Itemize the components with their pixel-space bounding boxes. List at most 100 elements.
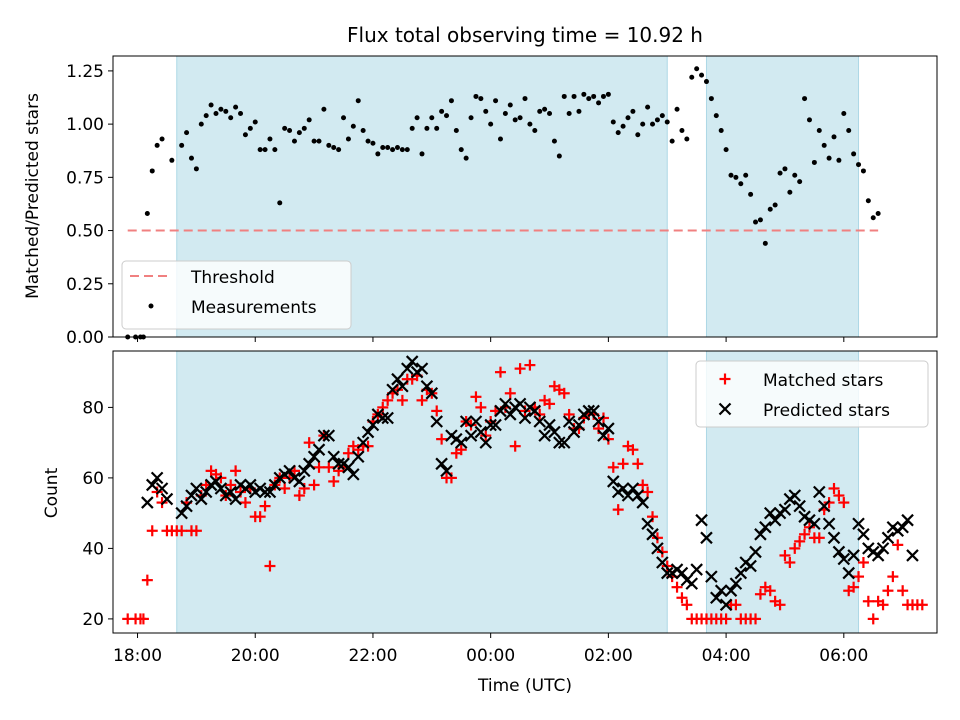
ratio-x-ticks bbox=[137, 337, 845, 342]
matched-star-point bbox=[504, 387, 516, 399]
predicted-star-point bbox=[543, 418, 556, 432]
measurement-point bbox=[537, 108, 543, 114]
predicted-star-point bbox=[293, 475, 306, 488]
matched-star-point bbox=[494, 366, 506, 378]
matched-star-point bbox=[784, 557, 796, 568]
measurement-point bbox=[345, 136, 351, 142]
measurement-point bbox=[547, 110, 553, 116]
predicted-star-point bbox=[656, 556, 669, 569]
predicted-star-point bbox=[332, 457, 345, 471]
matched-star-point bbox=[470, 391, 482, 403]
measurement-point bbox=[203, 113, 209, 119]
x-tick-label: 18:00 bbox=[113, 646, 162, 666]
matched-star-point bbox=[754, 588, 766, 600]
x-axis-label: Time (UTC) bbox=[477, 676, 572, 696]
predicted-star-point bbox=[847, 549, 860, 562]
matched-star-point bbox=[431, 405, 443, 417]
measurement-point bbox=[507, 102, 513, 108]
measurement-point bbox=[542, 106, 548, 112]
measurement-point bbox=[448, 98, 454, 104]
measurement-point bbox=[399, 147, 405, 153]
predicted-star-point bbox=[361, 425, 375, 439]
predicted-star-point bbox=[832, 545, 846, 559]
predicted-star-point bbox=[283, 464, 296, 478]
matched-star-point bbox=[259, 500, 271, 512]
matched-star-point bbox=[897, 585, 909, 597]
measurement-point bbox=[493, 98, 499, 104]
legend-predicted-label: Predicted stars bbox=[763, 401, 890, 421]
matched-star-point bbox=[676, 592, 688, 604]
matched-star-point bbox=[862, 595, 874, 607]
measurement-point bbox=[767, 206, 773, 212]
measurement-point bbox=[615, 130, 621, 136]
measurement-point bbox=[846, 128, 852, 134]
measurement-point bbox=[640, 121, 646, 127]
matched-star-point bbox=[789, 542, 801, 554]
measurement-point bbox=[394, 145, 400, 151]
measurement-point bbox=[424, 125, 430, 131]
legend-predicted-marker bbox=[718, 402, 732, 416]
measurement-point bbox=[262, 147, 268, 153]
predicted-star-point bbox=[312, 443, 326, 456]
predicted-star-point bbox=[175, 506, 188, 520]
predicted-star-point bbox=[244, 478, 257, 492]
predicted-star-point bbox=[734, 566, 748, 580]
observing-interval bbox=[706, 56, 859, 337]
predicted-star-point bbox=[759, 520, 772, 534]
matched-star-point bbox=[764, 585, 776, 597]
measurement-point bbox=[252, 119, 258, 125]
count-legend: Matched stars Predicted stars bbox=[695, 360, 929, 428]
measurement-point bbox=[385, 145, 391, 151]
x-tick-label: 20:00 bbox=[231, 646, 280, 666]
matched-star-point bbox=[779, 549, 791, 561]
matched-star-point bbox=[342, 447, 354, 459]
measurement-point bbox=[860, 168, 866, 174]
measurement-point bbox=[370, 140, 376, 146]
predicted-star-point bbox=[528, 404, 542, 418]
matched-star-point bbox=[607, 461, 619, 473]
predicted-star-point bbox=[391, 372, 404, 386]
predicted-star-point bbox=[817, 499, 831, 513]
predicted-star-point bbox=[567, 425, 581, 439]
predicted-star-point bbox=[793, 499, 806, 513]
matched-star-point bbox=[720, 613, 732, 625]
measurement-point bbox=[532, 128, 538, 134]
measurement-point bbox=[674, 106, 680, 112]
measurement-point bbox=[762, 240, 768, 246]
matched-star-point bbox=[239, 497, 251, 509]
matched-star-point bbox=[794, 535, 806, 547]
predicted-star-point bbox=[695, 513, 708, 527]
predicted-star-point bbox=[351, 450, 365, 464]
matched-star-point bbox=[627, 444, 639, 456]
measurement-point bbox=[703, 79, 709, 85]
measurement-point bbox=[689, 74, 695, 80]
predicted-star-point bbox=[572, 418, 586, 432]
measurement-point bbox=[699, 72, 705, 78]
measurement-point bbox=[198, 121, 204, 127]
predicted-star-point bbox=[224, 485, 237, 499]
predicted-star-point bbox=[381, 411, 394, 425]
predicted-star-point bbox=[646, 528, 659, 541]
predicted-star-point bbox=[425, 387, 439, 400]
measurement-point bbox=[802, 96, 808, 102]
matched-star-point bbox=[637, 479, 649, 491]
matched-star-point bbox=[514, 363, 526, 375]
predicted-star-point bbox=[366, 418, 380, 432]
predicted-star-point bbox=[562, 415, 576, 428]
matched-star-point bbox=[563, 408, 575, 420]
x-tick-label: 02:00 bbox=[584, 646, 633, 666]
predicted-star-point bbox=[778, 503, 792, 516]
legend-matched-swatch bbox=[719, 373, 731, 385]
predicted-star-point bbox=[857, 528, 870, 541]
legend-matched-label: Matched stars bbox=[763, 371, 883, 391]
predicted-star-point bbox=[602, 422, 615, 435]
predicted-star-point bbox=[724, 584, 738, 597]
measurement-point bbox=[581, 91, 587, 97]
matched-star-point bbox=[475, 401, 487, 413]
measurement-point bbox=[831, 134, 837, 140]
measurement-point bbox=[856, 162, 862, 168]
measurement-point bbox=[551, 138, 557, 144]
measurement-point bbox=[561, 93, 567, 99]
measurement-point bbox=[228, 115, 234, 121]
matched-star-point bbox=[190, 525, 202, 537]
